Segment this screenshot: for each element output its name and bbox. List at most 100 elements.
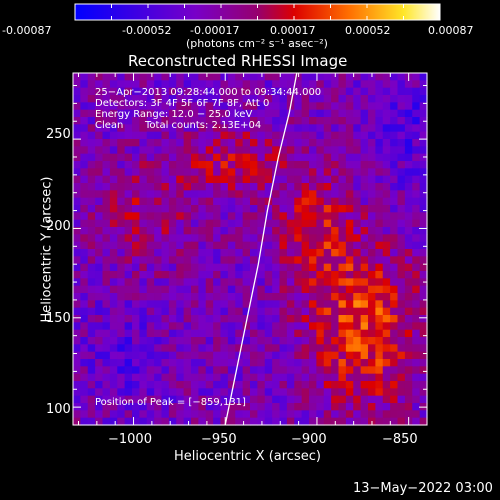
heatmap-cell xyxy=(286,197,295,206)
heatmap-cell xyxy=(168,395,177,404)
heatmap-cell xyxy=(227,117,236,125)
heatmap-cell xyxy=(419,219,428,228)
heatmap-cell xyxy=(382,183,391,191)
heatmap-cell xyxy=(286,322,295,331)
heatmap-cell xyxy=(264,241,273,250)
heatmap-cell xyxy=(198,351,207,360)
heatmap-cell xyxy=(390,388,399,397)
heatmap-cell xyxy=(375,256,384,265)
heatmap-cell xyxy=(286,219,295,228)
heatmap-cell xyxy=(117,249,126,257)
heatmap-cell xyxy=(419,329,428,338)
heatmap-cell xyxy=(301,219,310,228)
heatmap-cell xyxy=(109,263,118,272)
heatmap-cell xyxy=(279,410,288,419)
heatmap-cell xyxy=(412,95,421,103)
heatmap-cell xyxy=(412,205,421,213)
heatmap-cell xyxy=(360,131,369,140)
heatmap-cell xyxy=(73,366,81,375)
heatmap-cell xyxy=(382,95,391,103)
heatmap-cell xyxy=(198,80,207,89)
heatmap-cell xyxy=(316,183,325,191)
heatmap-cell xyxy=(146,417,155,426)
heatmap-cell xyxy=(220,234,229,243)
heatmap-cell xyxy=(345,183,354,191)
heatmap-cell xyxy=(87,197,96,206)
heatmap-cell xyxy=(272,131,281,140)
heatmap-cell xyxy=(250,351,258,360)
heatmap-cell xyxy=(117,102,126,111)
heatmap-cell xyxy=(397,359,406,367)
heatmap-cell xyxy=(375,139,384,147)
heatmap-cell xyxy=(272,300,281,309)
heatmap-cell xyxy=(205,285,214,294)
heatmap-cell xyxy=(294,337,303,345)
heatmap-cell xyxy=(242,139,251,147)
heatmap-cell xyxy=(220,337,229,345)
heatmap-cell xyxy=(161,381,170,389)
heatmap-cell xyxy=(264,351,273,360)
heatmap-cell xyxy=(338,212,347,221)
heatmap-cell xyxy=(360,175,369,184)
heatmap-cell xyxy=(301,256,310,265)
heatmap-cell xyxy=(301,337,310,345)
heatmap-cell xyxy=(279,205,288,213)
heatmap-cell xyxy=(397,263,406,272)
heatmap-cell xyxy=(124,95,133,103)
heatmap-cell xyxy=(390,403,399,411)
heatmap-cell xyxy=(353,205,362,213)
heatmap-cell xyxy=(139,285,148,294)
heatmap-cell xyxy=(139,80,148,89)
heatmap-cell xyxy=(168,271,177,279)
heatmap-cell xyxy=(279,373,288,382)
heatmap-cell xyxy=(242,219,251,228)
heatmap-cell xyxy=(360,417,369,426)
heatmap-cell xyxy=(205,293,214,301)
heatmap-cell xyxy=(102,285,111,294)
heatmap-cell xyxy=(191,227,199,235)
heatmap-cell xyxy=(294,117,303,125)
heatmap-cell xyxy=(331,388,340,397)
heatmap-cell xyxy=(95,73,104,81)
heatmap-cell xyxy=(146,359,155,367)
heatmap-cell xyxy=(419,285,428,294)
heatmap-cell xyxy=(154,124,163,133)
heatmap-cell xyxy=(301,329,310,338)
heatmap-cell xyxy=(264,307,273,316)
heatmap-cell xyxy=(338,234,347,243)
heatmap-cell xyxy=(316,337,325,345)
heatmap-cell xyxy=(257,117,266,125)
heatmap-cell xyxy=(375,351,384,360)
heatmap-cell xyxy=(353,359,362,367)
heatmap-cell xyxy=(213,73,222,81)
heatmap-cell xyxy=(279,263,288,272)
heatmap-cell xyxy=(102,139,111,147)
heatmap-cell xyxy=(205,190,214,199)
heatmap-cell xyxy=(257,410,266,419)
heatmap-cell xyxy=(154,227,163,235)
heatmap-cell xyxy=(95,168,104,177)
heatmap-cell xyxy=(168,293,177,301)
heatmap-cell xyxy=(73,285,81,294)
heatmap-cell xyxy=(345,109,354,118)
heatmap-cell xyxy=(316,227,325,235)
heatmap-cell xyxy=(132,234,140,243)
heatmap-cell xyxy=(227,249,236,257)
heatmap-cell xyxy=(316,95,325,103)
heatmap-cell xyxy=(345,315,354,323)
heatmap-cell xyxy=(242,373,251,382)
heatmap-cell xyxy=(419,344,428,353)
heatmap-cell xyxy=(338,337,347,345)
heatmap-cell xyxy=(279,278,288,287)
heatmap-cell xyxy=(397,102,406,111)
heatmap-cell xyxy=(183,212,192,221)
heatmap-cell xyxy=(301,87,310,96)
heatmap-cell xyxy=(279,109,288,118)
heatmap-cell xyxy=(191,241,199,250)
heatmap-cell xyxy=(198,249,207,257)
heatmap-cell xyxy=(331,322,340,331)
heatmap-cell xyxy=(73,359,81,367)
heatmap-cell xyxy=(412,373,421,382)
heatmap-cell xyxy=(146,351,155,360)
x-tick-label: −850 xyxy=(382,432,418,447)
